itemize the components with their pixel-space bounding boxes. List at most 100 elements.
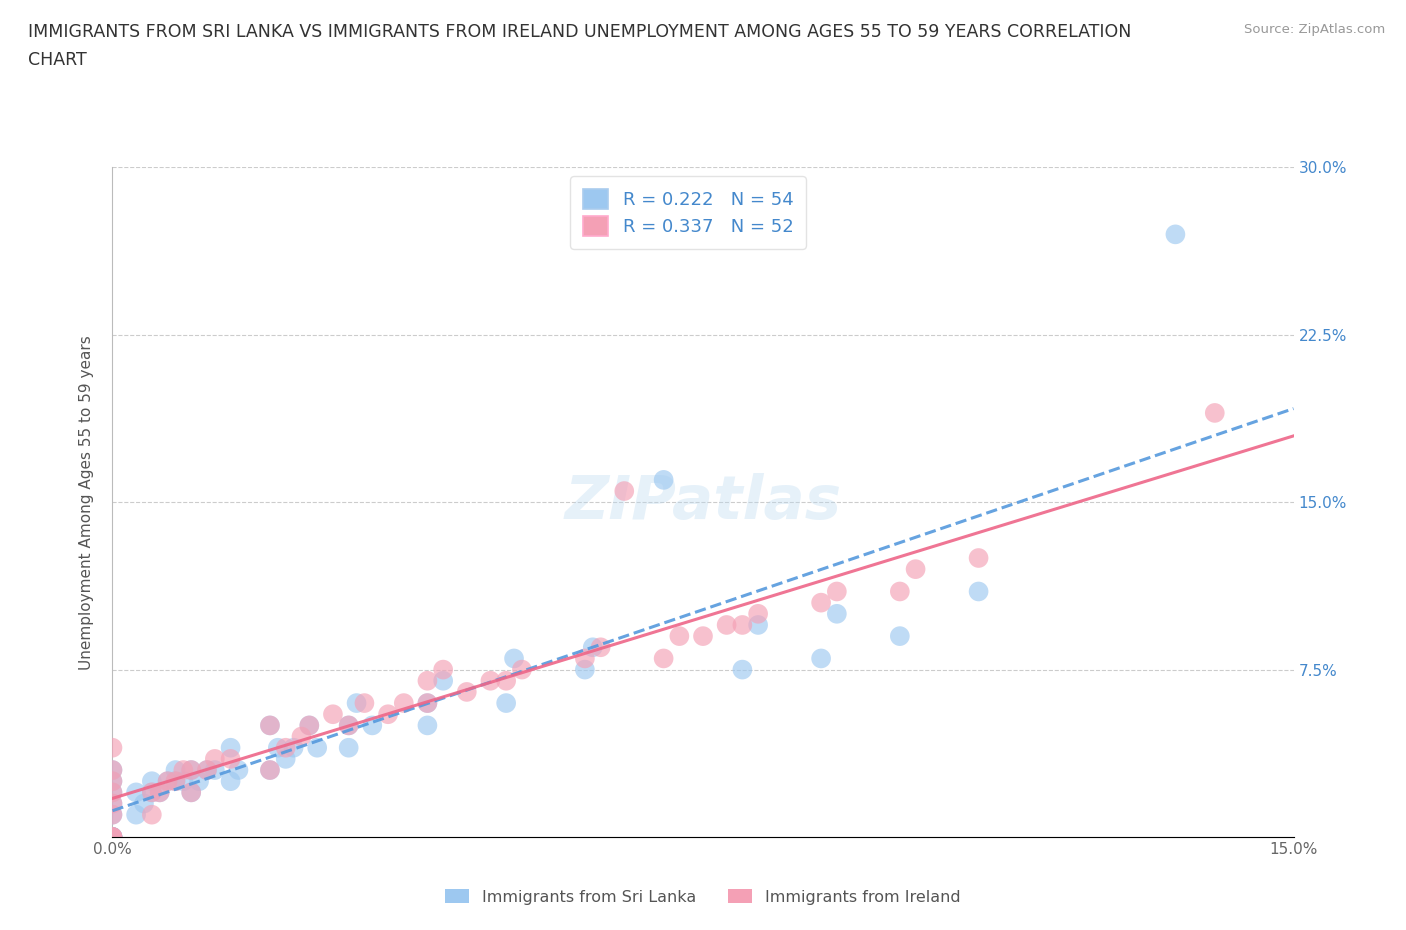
Point — [904, 562, 927, 577]
Point — [219, 740, 242, 755]
Point — [101, 830, 124, 844]
Point — [101, 774, 124, 789]
Point — [101, 763, 124, 777]
Point — [967, 551, 990, 565]
Point — [652, 472, 675, 487]
Point — [141, 774, 163, 789]
Point — [101, 830, 124, 844]
Point — [125, 807, 148, 822]
Point — [307, 740, 329, 755]
Point — [825, 606, 848, 621]
Point — [432, 673, 454, 688]
Point — [101, 807, 124, 822]
Point — [810, 651, 832, 666]
Point — [101, 830, 124, 844]
Point — [180, 763, 202, 777]
Point — [810, 595, 832, 610]
Point — [479, 673, 502, 688]
Point — [219, 774, 242, 789]
Point — [298, 718, 321, 733]
Point — [141, 785, 163, 800]
Point — [337, 718, 360, 733]
Point — [337, 740, 360, 755]
Point — [495, 673, 517, 688]
Point — [889, 629, 911, 644]
Legend: Immigrants from Sri Lanka, Immigrants from Ireland: Immigrants from Sri Lanka, Immigrants fr… — [437, 881, 969, 912]
Point — [259, 763, 281, 777]
Point — [149, 785, 172, 800]
Point — [101, 763, 124, 777]
Point — [101, 796, 124, 811]
Point — [353, 696, 375, 711]
Point — [101, 785, 124, 800]
Point — [290, 729, 312, 744]
Point — [298, 718, 321, 733]
Point — [165, 774, 187, 789]
Point — [259, 718, 281, 733]
Point — [889, 584, 911, 599]
Legend: R = 0.222   N = 54, R = 0.337   N = 52: R = 0.222 N = 54, R = 0.337 N = 52 — [571, 177, 806, 248]
Point — [582, 640, 605, 655]
Point — [652, 651, 675, 666]
Point — [101, 785, 124, 800]
Point — [574, 662, 596, 677]
Point — [101, 830, 124, 844]
Point — [204, 751, 226, 766]
Point — [180, 763, 202, 777]
Point — [195, 763, 218, 777]
Point — [825, 584, 848, 599]
Point — [416, 673, 439, 688]
Text: IMMIGRANTS FROM SRI LANKA VS IMMIGRANTS FROM IRELAND UNEMPLOYMENT AMONG AGES 55 : IMMIGRANTS FROM SRI LANKA VS IMMIGRANTS … — [28, 23, 1132, 41]
Point — [392, 696, 415, 711]
Y-axis label: Unemployment Among Ages 55 to 59 years: Unemployment Among Ages 55 to 59 years — [79, 335, 94, 670]
Point — [101, 830, 124, 844]
Point — [416, 696, 439, 711]
Point — [274, 751, 297, 766]
Point — [149, 785, 172, 800]
Point — [1204, 405, 1226, 420]
Point — [416, 718, 439, 733]
Point — [503, 651, 526, 666]
Point — [510, 662, 533, 677]
Point — [731, 662, 754, 677]
Point — [274, 740, 297, 755]
Point — [156, 774, 179, 789]
Point — [416, 696, 439, 711]
Point — [101, 740, 124, 755]
Point — [692, 629, 714, 644]
Point — [172, 763, 194, 777]
Point — [747, 606, 769, 621]
Point — [101, 807, 124, 822]
Point — [132, 796, 155, 811]
Point — [589, 640, 612, 655]
Point — [259, 763, 281, 777]
Point — [180, 785, 202, 800]
Point — [283, 740, 305, 755]
Point — [495, 696, 517, 711]
Text: ZIPatlas: ZIPatlas — [564, 472, 842, 532]
Point — [1164, 227, 1187, 242]
Point — [141, 807, 163, 822]
Point — [432, 662, 454, 677]
Point — [361, 718, 384, 733]
Point — [346, 696, 368, 711]
Point — [101, 830, 124, 844]
Point — [377, 707, 399, 722]
Point — [101, 774, 124, 789]
Point — [219, 751, 242, 766]
Point — [172, 774, 194, 789]
Point — [456, 684, 478, 699]
Point — [613, 484, 636, 498]
Point — [156, 774, 179, 789]
Point — [188, 774, 211, 789]
Point — [322, 707, 344, 722]
Text: CHART: CHART — [28, 51, 87, 69]
Point — [967, 584, 990, 599]
Point — [228, 763, 250, 777]
Point — [165, 763, 187, 777]
Point — [574, 651, 596, 666]
Point — [180, 785, 202, 800]
Point — [747, 618, 769, 632]
Point — [125, 785, 148, 800]
Point — [141, 785, 163, 800]
